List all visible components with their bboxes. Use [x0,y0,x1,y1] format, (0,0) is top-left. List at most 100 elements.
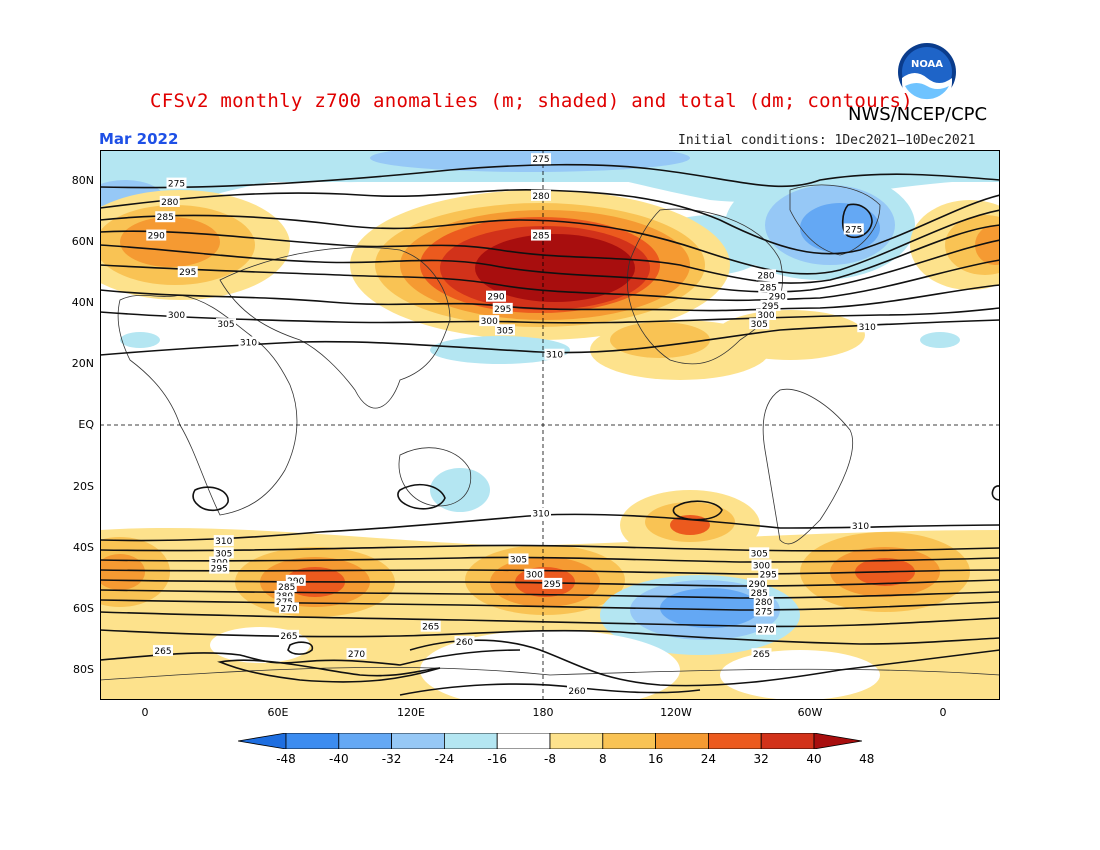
contour-label: 295 [209,562,230,575]
colorbar-swatch [338,733,393,749]
contour-label: 305 [749,547,770,559]
contour-label-text: 310 [859,323,876,333]
contour-label: 310 [213,535,234,547]
contour-label: 280 [756,269,776,281]
map-title: CFSv2 monthly z700 anomalies (m; shaded)… [150,90,914,112]
contour-label: 305 [213,547,234,559]
contour-label: 270 [346,648,367,660]
contour-label-text: 285 [157,213,174,223]
contour-label-text: 305 [751,320,768,330]
contour-label-text: 260 [568,687,585,697]
contour-label-text: 305 [751,549,768,559]
colorbar-label: -40 [328,752,349,766]
noaa-logo: NOAA [897,42,957,107]
contour-label: 265 [153,645,173,657]
logo-text: NOAA [911,59,943,70]
contour-label-text: 270 [280,604,297,614]
colorbar-label: -16 [487,752,507,766]
colorbar-label: 32 [753,752,769,766]
contour-label: 280 [531,189,551,202]
contour-label-text: 265 [422,623,439,633]
contour-label-text: 280 [755,598,772,608]
contour-label-text: 295 [762,302,779,312]
colorbar-swatch [602,733,656,749]
contour-label: 270 [279,602,299,614]
x-axis-label: 60W [797,706,823,719]
contour-label: 300 [751,559,772,572]
colorbar-label: 16 [647,752,664,766]
contour-label: 285 [155,211,176,223]
contour-label: 300 [524,568,545,581]
y-axis-label: EQ [78,418,94,431]
contour-label: 265 [279,629,299,642]
contour-label-text: 310 [852,522,869,532]
contour-label-text: 275 [845,225,862,235]
colorbar-label: 24 [700,752,717,766]
colorbar-label: -24 [434,752,455,766]
y-axis-label: 80S [73,663,94,676]
initial-conditions: Initial conditions: 1Dec2021–10Dec2021 [678,133,976,148]
x-axis-label: 120W [660,706,692,719]
contour-label: 295 [492,302,513,315]
x-axis-label: 0 [939,706,947,719]
contour-label: 285 [758,281,779,294]
contour-label-text: 275 [168,180,185,190]
contour-label-text: 310 [532,510,549,520]
contour-label-text: 270 [757,626,774,636]
contour-label-text: 305 [217,320,234,330]
contour-label: 265 [751,648,772,660]
contour-label-text: 305 [496,326,513,336]
contour-label-text: 270 [348,650,365,660]
contour-label-text: 285 [278,583,295,593]
contour-label: 310 [544,348,565,361]
x-axis-label: 120E [397,706,425,719]
contour-label-text: 265 [280,632,297,642]
y-axis-label: 20N [71,357,94,370]
contour-label-text: 310 [546,351,563,361]
contour-label-text: 285 [751,589,768,599]
colorbar-swatch [549,733,604,749]
colorbar-label: 40 [806,752,822,766]
contour-label: 270 [756,623,776,636]
contour-label: 295 [542,577,563,590]
contour-label: 285 [749,587,770,599]
contour-label-text: 290 [487,293,504,303]
contour-label: 310 [850,519,871,532]
contour-label: 295 [758,568,779,581]
contour-label: 310 [531,507,551,520]
y-axis-label: 80N [71,174,94,187]
y-axis-label: 20S [73,480,94,493]
contour-label: 260 [454,635,475,648]
contour-label: 305 [508,553,529,565]
y-axis-label: 60N [71,235,94,248]
contour-label-text: 305 [215,549,232,559]
colorbar-swatch [496,733,551,749]
contour-label: 300 [756,309,776,321]
contour-label: 285 [531,229,551,242]
contour-label-text: 295 [544,580,561,590]
contour-label: 310 [238,336,259,349]
contour-label: 275 [753,605,774,617]
colorbar-swatch [443,733,498,749]
colorbar-swatch [760,733,815,749]
contour-label-text: 290 [148,232,165,242]
coastlines [100,184,1000,681]
colorbar-label: 8 [598,752,607,766]
contour-label-text: 280 [757,271,774,281]
x-axis-label: 60E [267,706,289,719]
contour-label: 305 [749,318,770,330]
colorbar-arrow-low [238,733,287,749]
colorbar-swatch [391,733,445,749]
contour-label-text: 300 [526,571,543,581]
contour-label: 280 [159,195,180,208]
contour-label-text: 275 [532,155,549,165]
colorbar-label: -48 [276,752,296,766]
contour-label-text: 260 [456,638,473,648]
contour-label: 285 [276,580,297,593]
contour-label: 300 [479,315,500,327]
contour-label-text: 310 [240,339,257,349]
colorbar-label: -32 [381,752,402,766]
reference-lines [100,150,1000,700]
contour-label: 305 [216,318,236,330]
contour-label-text: 280 [161,198,178,208]
